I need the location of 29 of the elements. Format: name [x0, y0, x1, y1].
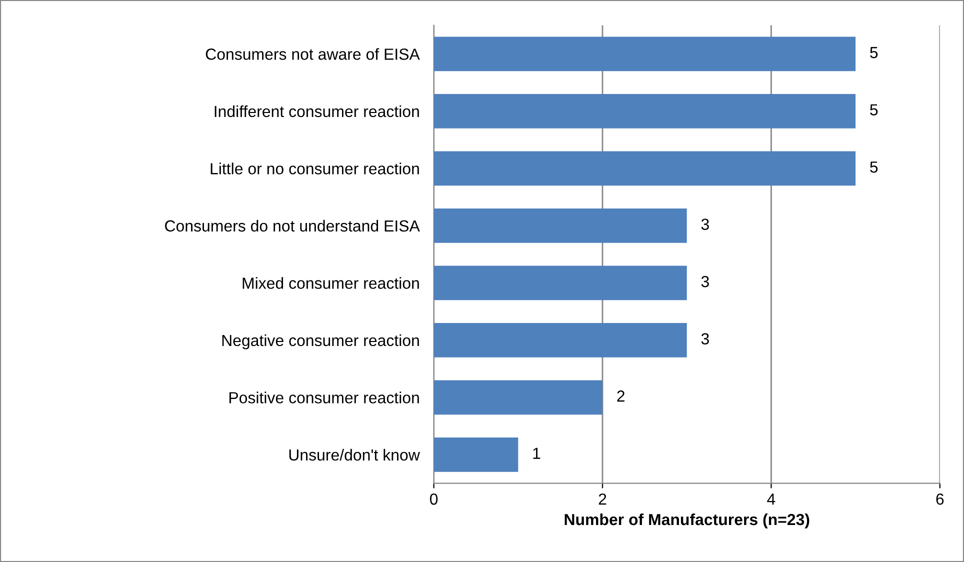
- y-tick-label: Unsure/don't know: [289, 448, 420, 461]
- bar: [434, 151, 856, 186]
- bar: [434, 266, 687, 300]
- x-axis-title: Number of Manufacturers (n=23): [564, 513, 810, 528]
- x-tick-label: 0: [430, 493, 438, 505]
- bar: [434, 208, 687, 243]
- bar: [434, 438, 518, 472]
- bar: [434, 323, 687, 358]
- x-tick-label: 6: [936, 493, 944, 505]
- bar: [434, 36, 856, 72]
- y-tick-label: Mixed consumer reaction: [242, 277, 419, 289]
- x-tick-label: 4: [767, 494, 776, 505]
- data-label: 2: [617, 390, 624, 402]
- data-label: 5: [870, 104, 878, 116]
- data-label: 5: [870, 47, 878, 58]
- data-label: 3: [701, 276, 709, 288]
- bar: [434, 380, 602, 415]
- bar: [434, 94, 856, 128]
- y-tick-label: Little or no consumer reaction: [210, 162, 419, 174]
- data-label: 5: [870, 162, 878, 173]
- y-tick-label: Consumers do not understand EISA: [165, 220, 420, 232]
- y-tick-label: Consumers not aware of EISA: [206, 48, 420, 60]
- y-tick-label: Negative consumer reaction: [222, 334, 419, 350]
- y-tick-label: Indifferent consumer reaction: [214, 105, 419, 118]
- y-tick-label: Positive consumer reaction: [229, 392, 419, 404]
- data-label: 3: [701, 333, 709, 344]
- data-label: 3: [701, 218, 709, 230]
- data-label: 1: [533, 448, 540, 459]
- x-tick-label: 2: [598, 493, 606, 505]
